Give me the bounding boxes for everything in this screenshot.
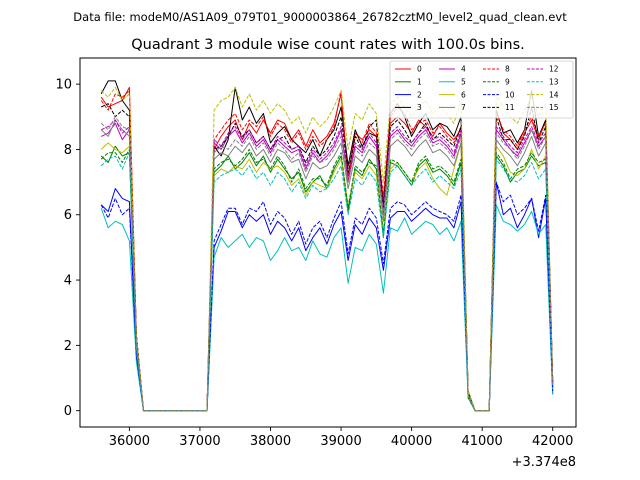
x-tick-label: 37000 [179,434,220,449]
legend-label-5: 5 [461,78,466,87]
x-tick-label: 38000 [250,434,291,449]
series-line-2 [100,181,554,412]
series-line-4 [100,122,554,412]
axes-frame [79,57,577,428]
y-tick-label: 4 [64,274,72,289]
series-line-6 [100,142,554,412]
x-axis: 36000 37000 38000 39000 40000 41000 42000 [109,427,573,449]
series-line-8 [100,90,554,412]
legend-label-7: 7 [461,103,466,112]
x-tick-label: 39000 [320,434,361,449]
legend-label-14: 14 [549,90,559,99]
legend-label-2: 2 [417,90,422,99]
x-tick-label: 36000 [109,434,150,449]
series-line-10 [100,181,554,412]
y-tick-label: 2 [64,339,72,354]
legend-label-9: 9 [505,78,510,87]
series-line-0 [100,86,554,412]
x-tick-label: 42000 [532,434,573,449]
legend-box [389,60,574,119]
series-line-5 [100,204,554,412]
x-tick-label: 40000 [391,434,432,449]
y-tick-label: 0 [64,404,72,419]
series-line-14 [100,86,554,412]
chart-title: Quadrant 3 module wise count rates with … [131,37,525,53]
chart-suptitle: Data file: modeM0/AS1A09_079T01_90000038… [73,10,567,24]
legend-label-12: 12 [549,65,559,74]
legend-label-13: 13 [549,78,559,87]
legend-label-8: 8 [505,65,510,74]
series-line-3 [100,80,554,412]
series-line-13 [100,152,554,412]
legend-label-0: 0 [417,65,422,74]
legend-label-15: 15 [549,103,559,112]
legend-label-11: 11 [505,103,515,112]
series-line-7 [100,119,554,412]
y-tick-label: 6 [64,208,72,223]
y-axis: 0 2 4 6 8 10 [55,78,80,419]
series-line-15 [100,116,554,412]
plot-area [100,80,554,412]
legend-label-6: 6 [461,90,466,99]
legend-label-1: 1 [417,78,422,87]
x-offset-label: +3.374e8 [512,455,576,470]
y-tick-label: 10 [55,78,72,93]
series-line-12 [100,119,554,412]
legend-label-3: 3 [417,103,422,112]
legend-label-4: 4 [461,65,466,74]
y-tick-label: 8 [64,143,72,158]
legend-label-10: 10 [505,90,515,99]
x-tick-label: 41000 [461,434,502,449]
